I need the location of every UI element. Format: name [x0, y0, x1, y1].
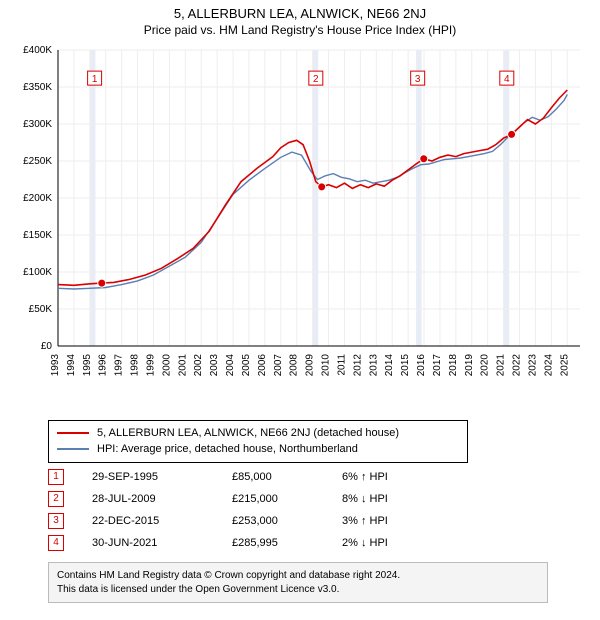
svg-text:2008: 2008 — [289, 354, 300, 377]
transaction-date: 29-SEP-1995 — [92, 471, 232, 483]
svg-text:£400K: £400K — [23, 45, 52, 56]
svg-text:2020: 2020 — [480, 354, 491, 377]
transaction-diff: 8% ↓ HPI — [342, 493, 442, 505]
svg-text:£300K: £300K — [23, 119, 52, 130]
table-row: 4 30-JUN-2021 £285,995 2% ↓ HPI — [48, 532, 468, 554]
svg-text:2014: 2014 — [384, 354, 395, 377]
transaction-price: £85,000 — [232, 471, 342, 483]
transaction-date: 28-JUL-2009 — [92, 493, 232, 505]
svg-text:2007: 2007 — [273, 354, 284, 377]
svg-text:2013: 2013 — [368, 354, 379, 377]
chart-title-address: 5, ALLERBURN LEA, ALNWICK, NE66 2NJ — [0, 6, 600, 21]
svg-text:2015: 2015 — [400, 354, 411, 377]
svg-text:2009: 2009 — [305, 354, 316, 377]
svg-text:2001: 2001 — [177, 354, 188, 377]
legend: 5, ALLERBURN LEA, ALNWICK, NE66 2NJ (det… — [48, 420, 468, 463]
transaction-date: 30-JUN-2021 — [92, 537, 232, 549]
svg-text:1995: 1995 — [82, 354, 93, 377]
svg-text:2000: 2000 — [161, 354, 172, 377]
transaction-price: £253,000 — [232, 515, 342, 527]
svg-text:2025: 2025 — [559, 354, 570, 377]
legend-label: HPI: Average price, detached house, Nort… — [97, 443, 358, 455]
table-row: 1 29-SEP-1995 £85,000 6% ↑ HPI — [48, 466, 468, 488]
svg-text:2023: 2023 — [527, 354, 538, 377]
svg-text:2011: 2011 — [336, 354, 347, 376]
attribution-line: Contains HM Land Registry data © Crown c… — [57, 569, 539, 583]
svg-text:£250K: £250K — [23, 156, 52, 167]
transaction-diff: 3% ↑ HPI — [342, 515, 442, 527]
svg-text:2004: 2004 — [225, 354, 236, 377]
svg-text:1998: 1998 — [130, 354, 141, 377]
svg-text:£100K: £100K — [23, 267, 52, 278]
svg-text:2016: 2016 — [416, 354, 427, 377]
svg-text:4: 4 — [504, 74, 510, 85]
svg-text:1996: 1996 — [98, 354, 109, 377]
svg-text:£50K: £50K — [29, 304, 53, 315]
legend-swatch — [57, 448, 89, 450]
svg-text:£350K: £350K — [23, 82, 52, 93]
svg-text:£0: £0 — [41, 341, 53, 352]
table-row: 2 28-JUL-2009 £215,000 8% ↓ HPI — [48, 488, 468, 510]
chart-area: £0 £50K £100K £150K £200K £250K £300K £350K £400… — [8, 44, 592, 396]
marker-badge: 2 — [48, 491, 64, 507]
svg-text:2010: 2010 — [321, 354, 332, 377]
legend-item: 5, ALLERBURN LEA, ALNWICK, NE66 2NJ (det… — [57, 425, 459, 441]
svg-text:2017: 2017 — [432, 354, 443, 377]
transactions-table: 1 29-SEP-1995 £85,000 6% ↑ HPI 2 28-JUL-… — [48, 466, 468, 554]
marker-badge: 4 — [48, 535, 64, 551]
svg-text:1: 1 — [92, 74, 98, 85]
marker-badge: 3 — [48, 513, 64, 529]
svg-text:3: 3 — [415, 74, 421, 85]
chart-title-sub: Price paid vs. HM Land Registry's House … — [0, 23, 600, 37]
attribution-box: Contains HM Land Registry data © Crown c… — [48, 562, 548, 603]
svg-text:£200K: £200K — [23, 193, 52, 204]
marker-badge: 1 — [48, 469, 64, 485]
svg-text:2022: 2022 — [512, 354, 523, 377]
transaction-price: £285,995 — [232, 537, 342, 549]
svg-text:2021: 2021 — [496, 354, 507, 377]
svg-text:2019: 2019 — [464, 354, 475, 377]
attribution-line: This data is licensed under the Open Gov… — [57, 583, 539, 597]
svg-text:2024: 2024 — [543, 354, 554, 377]
svg-text:2018: 2018 — [448, 354, 459, 377]
svg-text:2002: 2002 — [193, 354, 204, 377]
svg-text:1994: 1994 — [66, 354, 77, 377]
svg-text:1997: 1997 — [114, 354, 125, 377]
transaction-diff: 2% ↓ HPI — [342, 537, 442, 549]
transaction-price: £215,000 — [232, 493, 342, 505]
legend-item: HPI: Average price, detached house, Nort… — [57, 441, 459, 457]
svg-text:1993: 1993 — [50, 354, 61, 377]
svg-text:2012: 2012 — [352, 354, 363, 377]
svg-text:2005: 2005 — [241, 354, 252, 377]
transaction-date: 22-DEC-2015 — [92, 515, 232, 527]
legend-label: 5, ALLERBURN LEA, ALNWICK, NE66 2NJ (det… — [97, 427, 399, 439]
svg-text:2003: 2003 — [209, 354, 220, 377]
legend-swatch — [57, 432, 89, 434]
svg-text:2: 2 — [313, 74, 319, 85]
table-row: 3 22-DEC-2015 £253,000 3% ↑ HPI — [48, 510, 468, 532]
svg-text:2006: 2006 — [257, 354, 268, 377]
svg-text:1999: 1999 — [145, 354, 156, 377]
transaction-diff: 6% ↑ HPI — [342, 471, 442, 483]
svg-text:£150K: £150K — [23, 230, 52, 241]
